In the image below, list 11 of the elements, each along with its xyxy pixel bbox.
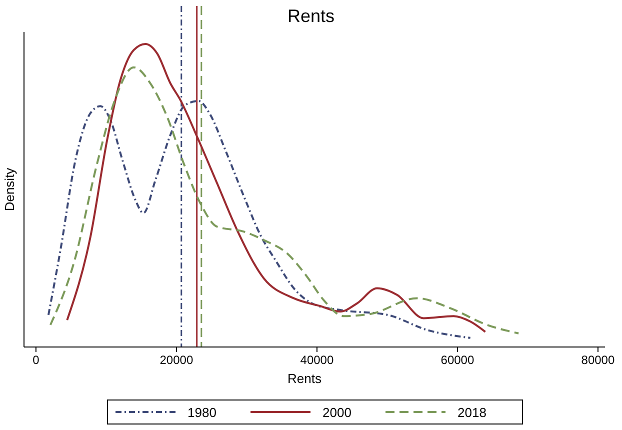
legend-label: 2000 — [322, 405, 352, 420]
x-tick-label: 80000 — [581, 353, 615, 367]
legend-label: 1980 — [188, 405, 216, 420]
x-tick-label: 20000 — [160, 353, 194, 367]
x-tick-label: 40000 — [300, 353, 334, 367]
chart-title: Rents — [287, 6, 335, 26]
x-axis-title: Rents — [288, 371, 322, 386]
y-axis-title: Density — [2, 167, 17, 212]
legend-label: 2018 — [458, 405, 486, 420]
x-tick-label: 60000 — [440, 353, 474, 367]
x-tick-label: 0 — [32, 353, 40, 367]
